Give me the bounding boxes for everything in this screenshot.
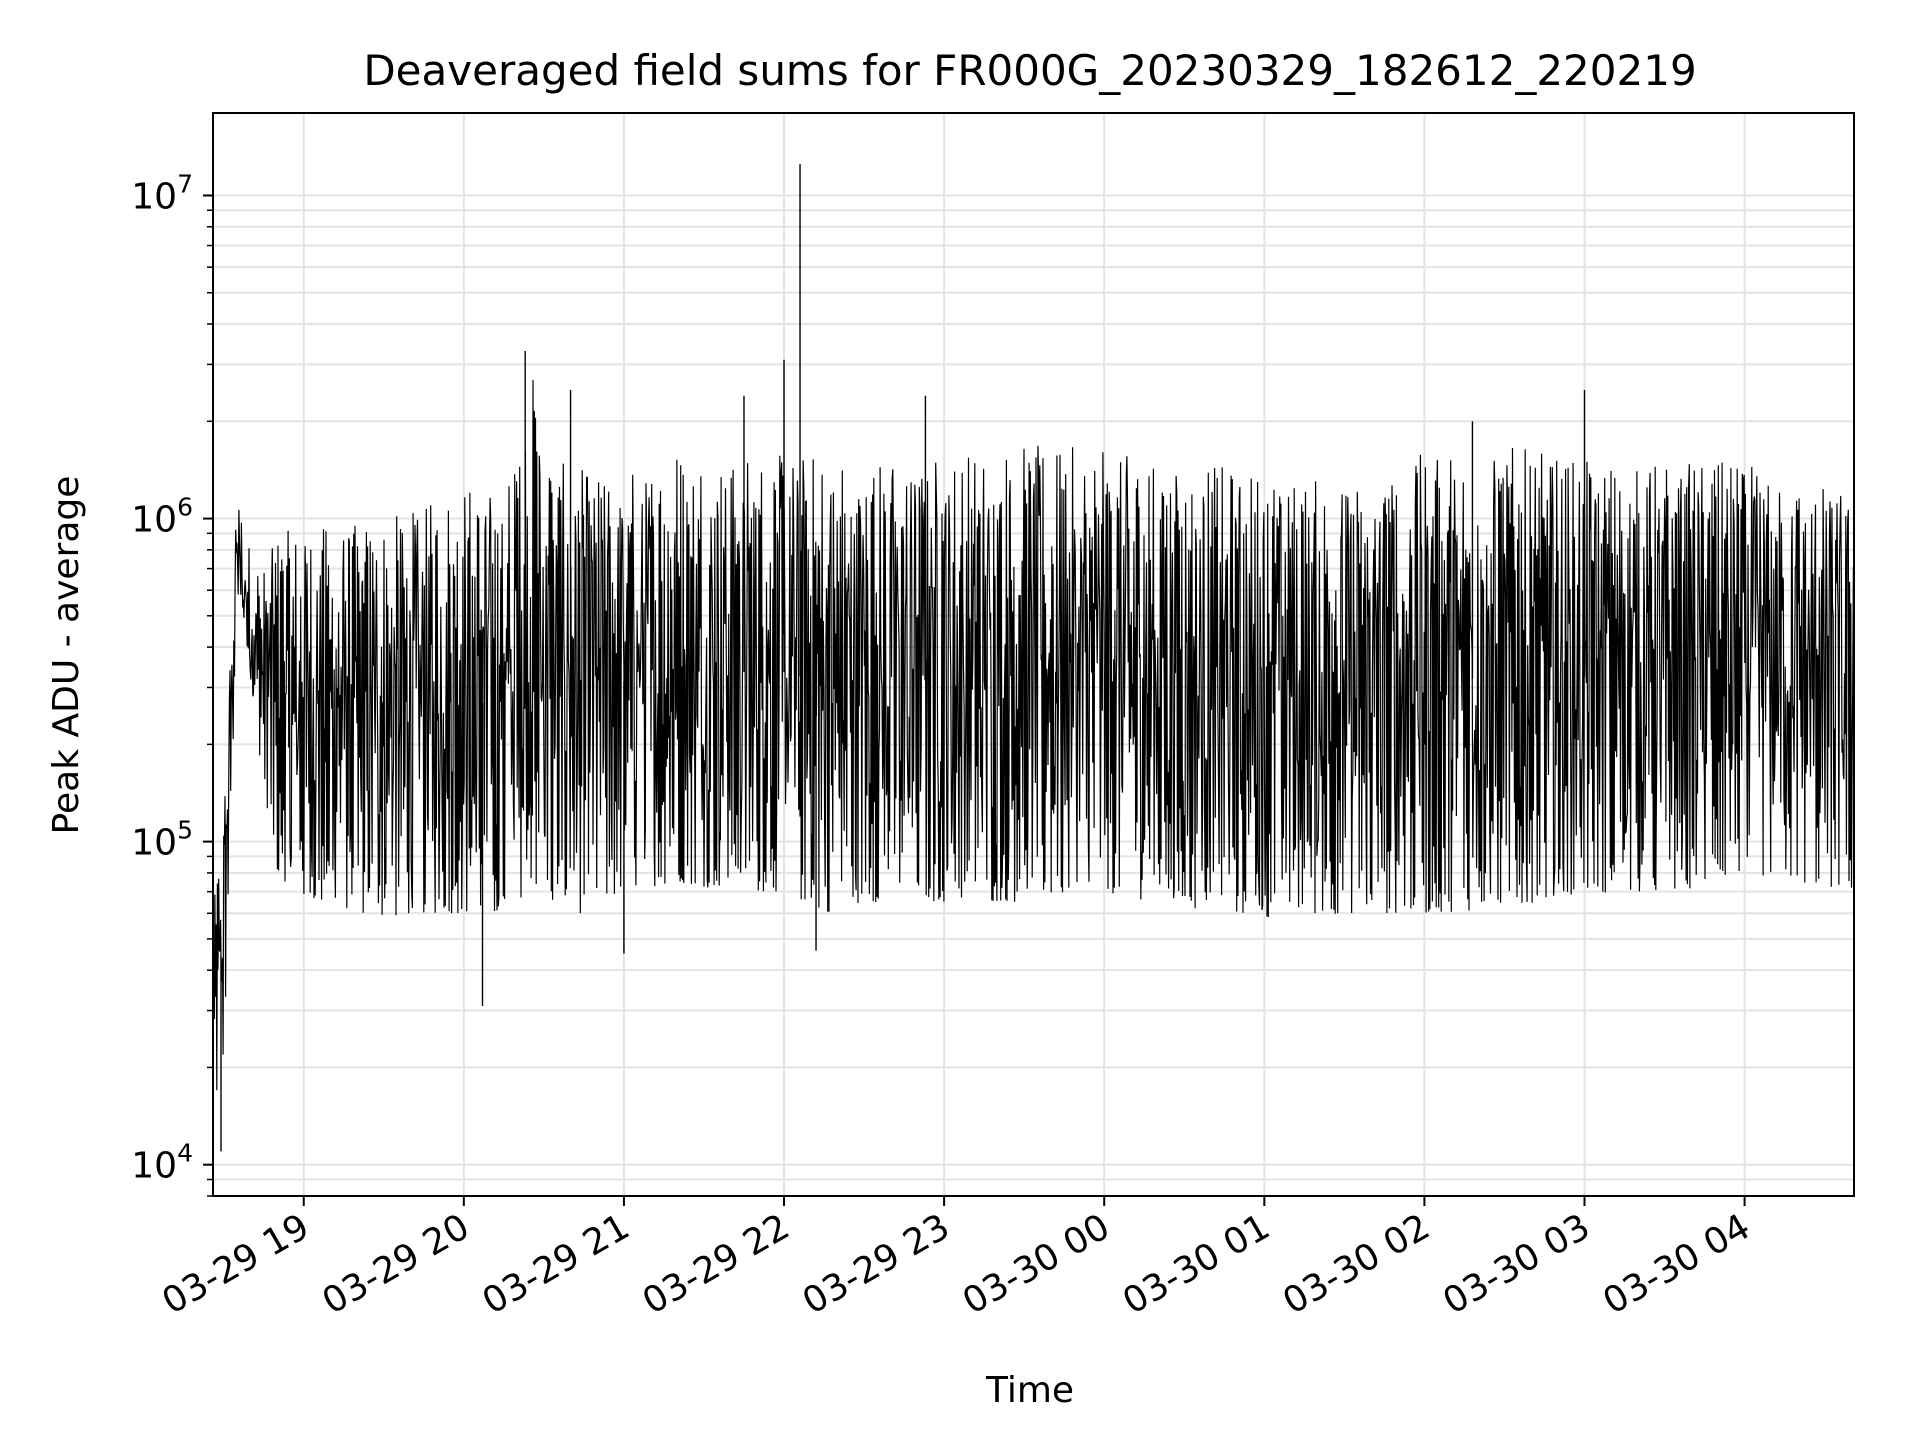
y-tick-label: 107 — [131, 169, 193, 217]
y-tick-label: 106 — [131, 493, 193, 541]
y-tick-label: 104 — [131, 1139, 193, 1187]
y-axis-label: Peak ADU - average — [46, 476, 87, 835]
y-tick-label: 105 — [131, 816, 193, 864]
x-axis-label: Time — [985, 1370, 1074, 1411]
data-layer — [212, 164, 1855, 1152]
chart-title: Deaveraged field sums for FR000G_2023032… — [363, 46, 1696, 95]
plot-frame — [212, 112, 1855, 1197]
series-line — [212, 379, 1855, 1091]
